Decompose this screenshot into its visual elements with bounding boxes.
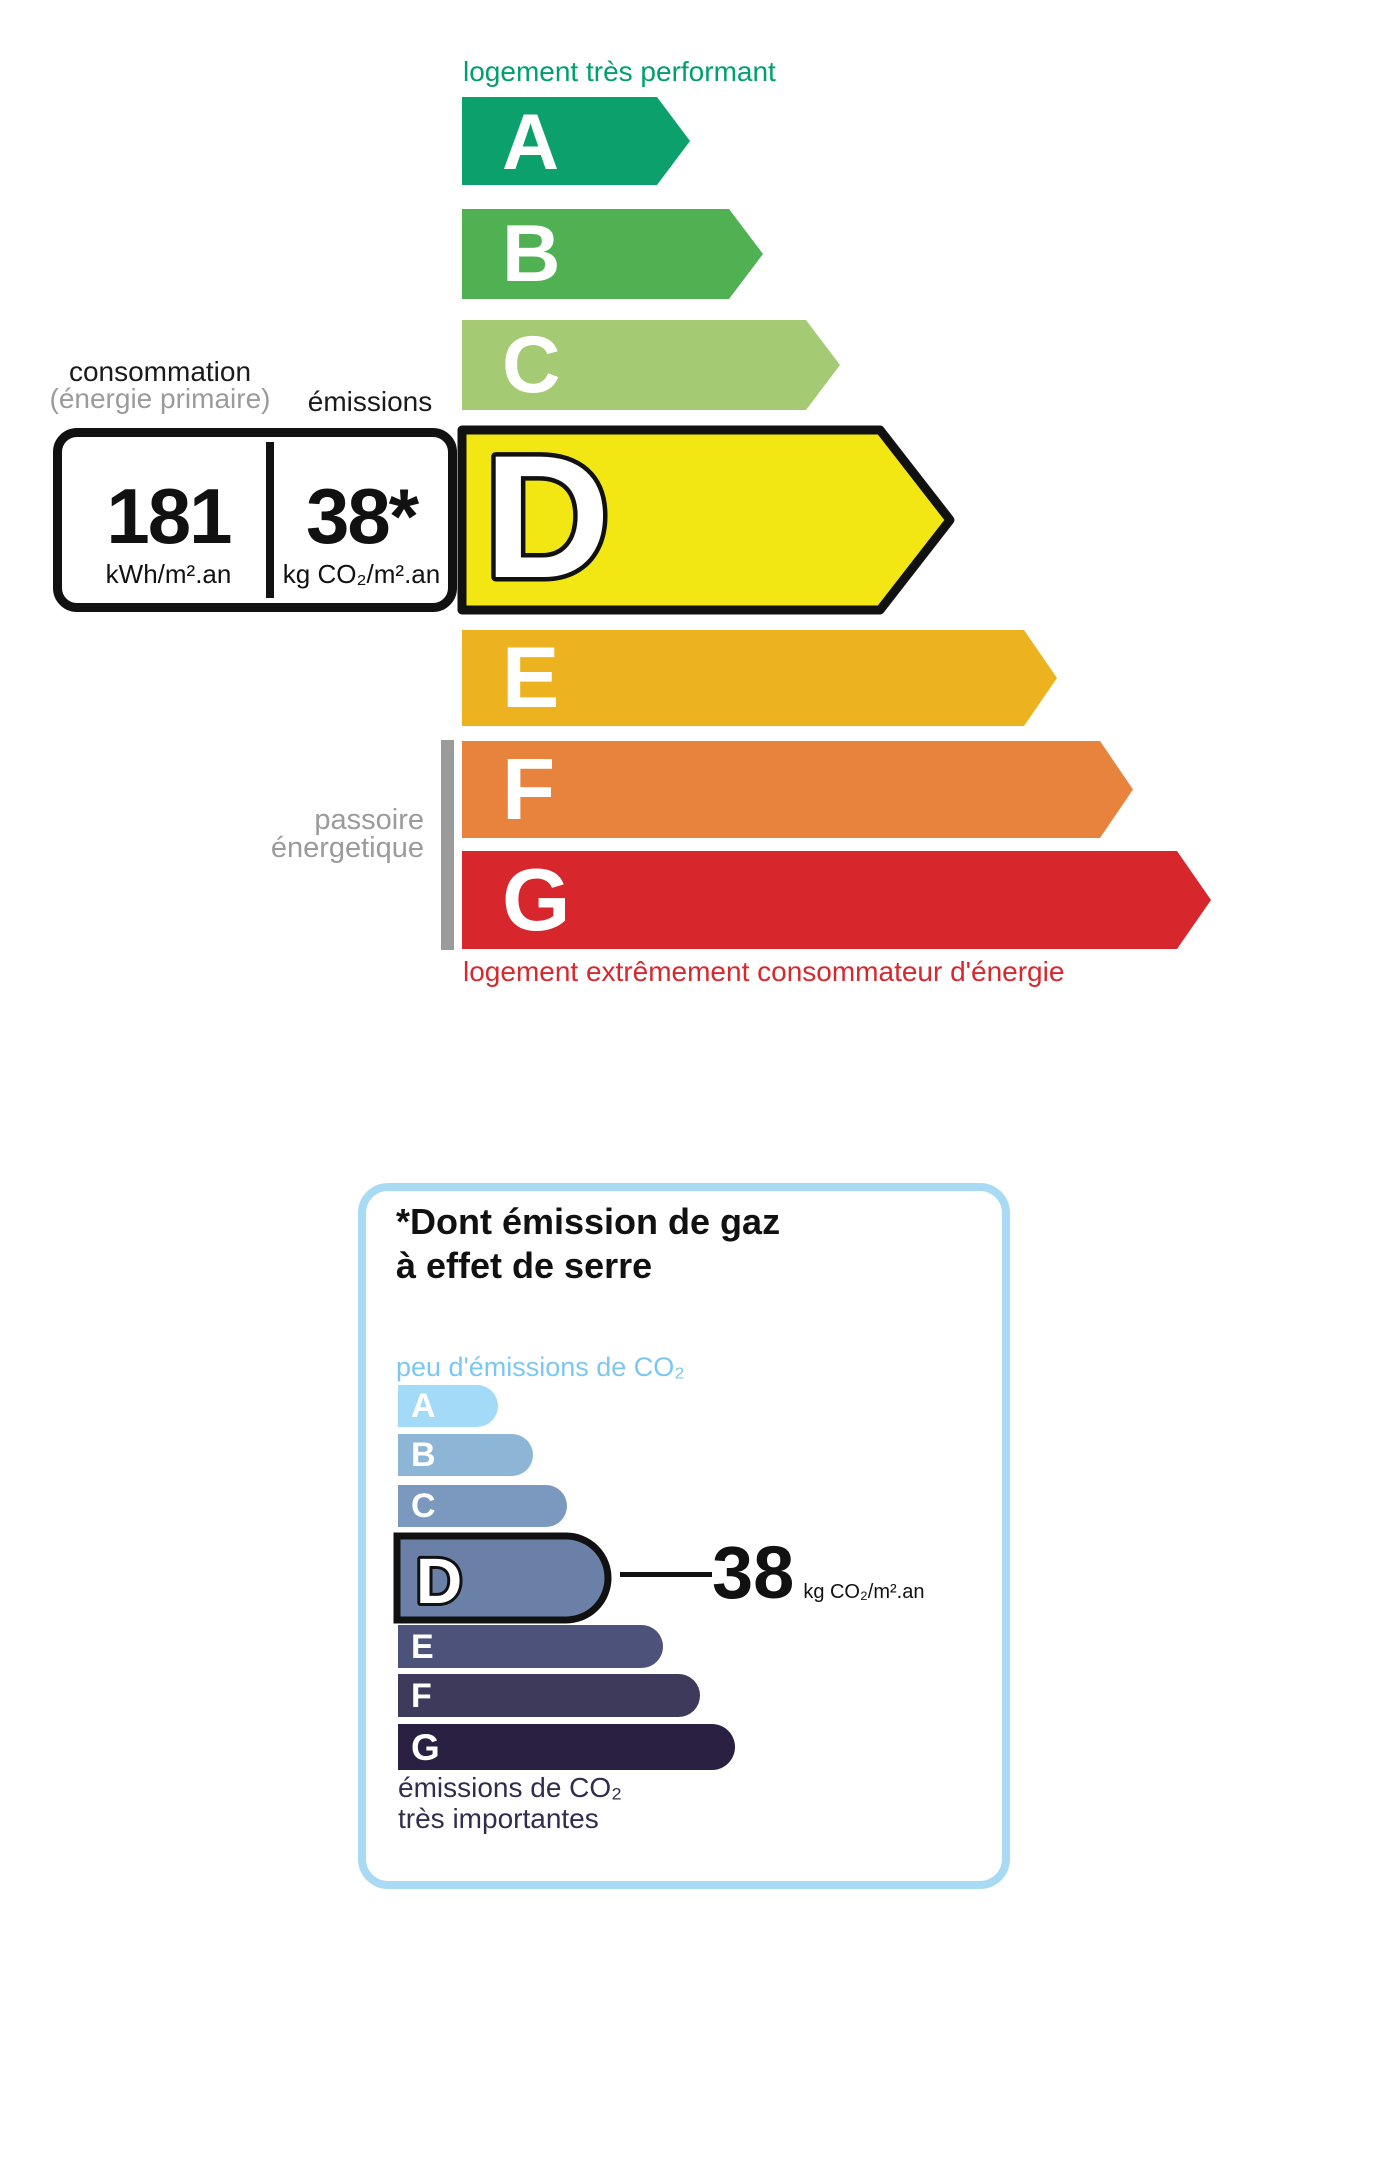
- consumption-sublabel: (énergie primaire): [49, 383, 271, 414]
- co2-grade-C: C: [398, 1485, 567, 1527]
- energy-sieve-bracket: [441, 740, 454, 950]
- consumption-value: 181: [106, 471, 232, 560]
- grade-letter: A: [411, 1387, 436, 1425]
- grade-letter: C: [502, 319, 561, 410]
- co2-panel-title: *Dont émission de gaz à effet de serre: [396, 1200, 780, 1288]
- co2-grade-D-pill: D: [393, 1532, 612, 1624]
- co2-grade-E: E: [398, 1625, 663, 1668]
- co2-value-unit: kg CO₂/m².an: [803, 1581, 925, 1603]
- energy-grade-G: G: [462, 851, 1211, 949]
- co2-high-line1: émissions de CO₂: [398, 1772, 623, 1803]
- emissions-cell: 38* kg CO₂/m².an: [275, 437, 448, 603]
- co2-grade-A: A: [398, 1385, 498, 1427]
- energy-sieve-label: passoire énergetique: [180, 804, 424, 864]
- co2-low-label: peu d'émissions de CO₂: [396, 1352, 685, 1382]
- sieve-label-line1: passoire: [314, 804, 424, 836]
- grade-letter-d: D: [484, 424, 610, 615]
- co2-grade-G: G: [398, 1724, 735, 1770]
- energy-grade-E: E: [462, 630, 1057, 726]
- consumption-label: consommation: [68, 356, 252, 387]
- co2-grade-B: B: [398, 1434, 533, 1476]
- grade-letter: B: [411, 1436, 436, 1474]
- grade-letter: C: [411, 1487, 436, 1525]
- grade-letter: E: [411, 1627, 434, 1666]
- energy-grade-F: F: [462, 741, 1133, 838]
- grade-d-arrow-shape: [457, 425, 955, 615]
- grade-letter: E: [502, 630, 560, 726]
- energy-grade-B: B: [462, 209, 763, 299]
- energy-grade-A: A: [462, 97, 690, 185]
- emissions-value: 38*: [305, 471, 419, 560]
- co2-grade-F: F: [398, 1674, 700, 1717]
- consumption-unit: kWh/m².an: [105, 558, 232, 589]
- grade-letter: F: [502, 741, 556, 838]
- co2-grade-letter-d: D: [416, 1545, 462, 1617]
- value-box: 181 kWh/m².an 38* kg CO₂/m².an: [53, 428, 457, 612]
- co2-title-line2: à effet de serre: [396, 1245, 653, 1286]
- value-box-divider: [266, 442, 274, 598]
- co2-high-line2: très importantes: [398, 1803, 599, 1834]
- co2-high-label: émissions de CO₂ très importantes: [398, 1772, 622, 1834]
- bottom-caption: logement extrêmement consommateur d'éner…: [463, 956, 1065, 987]
- co2-value-group: 38 kg CO₂/m².an: [712, 1536, 924, 1610]
- consumption-header: consommation (énergie primaire): [40, 356, 280, 414]
- sieve-label-line2: énergetique: [270, 832, 424, 864]
- grade-letter: G: [411, 1726, 440, 1768]
- co2-title-line1: *Dont émission de gaz: [396, 1201, 781, 1242]
- energy-grade-D-arrow: D: [457, 424, 955, 616]
- energy-grade-C: C: [462, 320, 840, 410]
- emissions-label: émissions: [307, 386, 433, 417]
- top-caption: logement très performant: [463, 56, 776, 87]
- co2-d-pill-shape: [393, 1532, 612, 1624]
- co2-value: 38: [712, 1531, 795, 1614]
- grade-letter: G: [502, 850, 571, 949]
- grade-letter: F: [411, 1676, 432, 1715]
- grade-letter: B: [502, 208, 561, 299]
- grade-letter: A: [502, 96, 560, 186]
- co2-value-connector: [620, 1572, 712, 1577]
- emissions-unit: kg CO₂/m².an: [282, 558, 441, 589]
- consumption-cell: 181 kWh/m².an: [62, 437, 275, 603]
